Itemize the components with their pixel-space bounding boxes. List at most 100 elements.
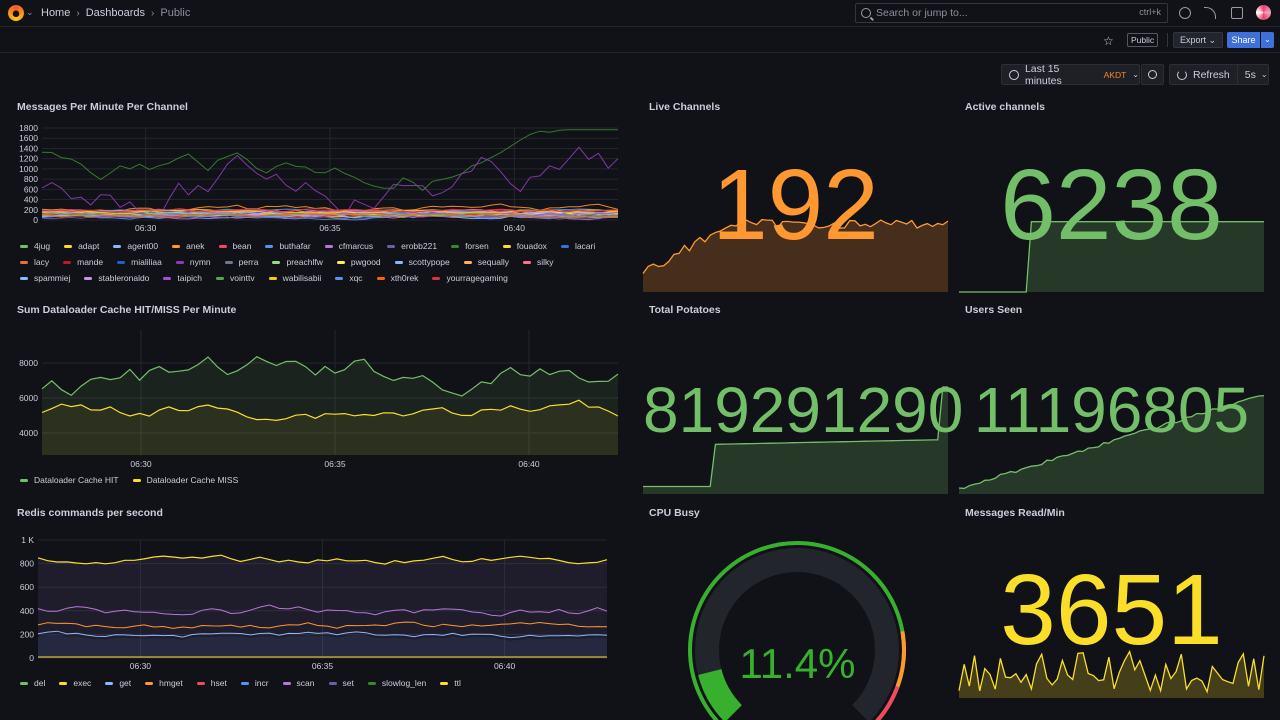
legend-item[interactable]: exec: [59, 675, 91, 691]
panel-title-redis: Redis commands per second: [17, 507, 163, 519]
legend-item[interactable]: buthafar: [265, 238, 311, 254]
legend-label: lacy: [34, 257, 50, 267]
search-input[interactable]: Search or jump to... ctrl+k: [855, 3, 1168, 23]
legend-item[interactable]: Dataloader Cache HIT: [20, 472, 119, 488]
legend-label: xqc: [349, 273, 363, 283]
chevron-down-icon: ⌄: [1264, 35, 1271, 44]
legend-label: set: [342, 678, 354, 688]
legend-swatch: [196, 682, 205, 686]
kiosk-mode-icon[interactable]: [1231, 7, 1243, 19]
legend-swatch: [335, 277, 344, 281]
legend-label: del: [34, 678, 46, 688]
breadcrumb-home[interactable]: Home: [41, 7, 71, 19]
series-line: [41, 210, 619, 217]
legend-label: hmget: [159, 678, 183, 688]
series-area: [42, 356, 618, 455]
legend-item[interactable]: hset: [196, 675, 227, 691]
stat-value-users-seen: 11196805: [973, 374, 1250, 446]
legend-swatch: [20, 479, 28, 483]
legend-item[interactable]: set: [328, 675, 354, 691]
legend-item[interactable]: ttl: [440, 675, 461, 691]
x-tick-label: 06:35: [312, 661, 334, 671]
legend-item[interactable]: incr: [240, 675, 269, 691]
legend-label: xth0rek: [390, 273, 419, 283]
export-label: Export: [1180, 35, 1207, 45]
legend-swatch: [268, 277, 277, 281]
legend-item[interactable]: wabilisabii: [268, 270, 321, 286]
news-feed-icon[interactable]: [1204, 7, 1216, 19]
legend-label: silky: [536, 257, 554, 267]
legend-item[interactable]: lacy: [20, 254, 49, 270]
legend-label: get: [119, 678, 132, 688]
refresh-label: Refresh: [1193, 68, 1230, 81]
legend-item[interactable]: del: [20, 675, 45, 691]
legend-swatch: [20, 245, 28, 249]
legend-item[interactable]: scottypope: [394, 254, 450, 270]
legend-label: adapt: [78, 241, 100, 251]
legend-item[interactable]: scan: [282, 675, 315, 691]
y-tick-label: 800: [24, 174, 38, 184]
legend-item[interactable]: nymn: [175, 254, 211, 270]
time-range-picker[interactable]: Last 15 minutes AKDT ⌄: [1001, 63, 1140, 87]
zoom-out-button[interactable]: [1141, 64, 1164, 85]
refresh-button[interactable]: Refresh 5s ⌄: [1169, 64, 1269, 85]
legend-item[interactable]: taipich: [163, 270, 202, 286]
legend-item[interactable]: Dataloader Cache MISS: [132, 472, 238, 488]
legend-item[interactable]: bean: [218, 238, 251, 254]
legend-item[interactable]: xth0rek: [376, 270, 419, 286]
panel-title-messages: Messages Per Minute Per Channel: [17, 101, 188, 113]
share-dropdown-button[interactable]: ⌄: [1261, 32, 1274, 48]
star-icon[interactable]: ☆: [1103, 34, 1114, 48]
legend-item[interactable]: xqc: [335, 270, 363, 286]
legend-swatch: [272, 261, 281, 265]
share-button[interactable]: Share: [1227, 32, 1260, 48]
y-tick-label: 600: [24, 184, 38, 194]
legend-item[interactable]: agent00: [113, 238, 158, 254]
legend-item[interactable]: mande: [63, 254, 103, 270]
legend-item[interactable]: perra: [224, 254, 258, 270]
legend-item[interactable]: forsen: [451, 238, 489, 254]
y-tick-label: 400: [24, 195, 38, 205]
refresh-interval[interactable]: 5s: [1244, 68, 1256, 81]
public-tag: Public: [1127, 33, 1159, 47]
legend-item[interactable]: erobb221: [387, 238, 437, 254]
legend-swatch: [117, 261, 126, 265]
legend-item[interactable]: pwgood: [336, 254, 381, 270]
grafana-logo-icon[interactable]: [8, 5, 24, 21]
legend-item[interactable]: stableronaldo: [84, 270, 149, 286]
avatar[interactable]: [1256, 5, 1271, 20]
series-line: [41, 213, 619, 219]
legend-item[interactable]: get: [105, 675, 131, 691]
legend-item[interactable]: mialiliaa: [117, 254, 162, 270]
legend-item[interactable]: slowlog_len: [367, 675, 426, 691]
legend-item[interactable]: anek: [172, 238, 205, 254]
legend-item[interactable]: adapt: [64, 238, 99, 254]
chevron-down-icon[interactable]: ⌄: [26, 7, 34, 17]
legend-swatch: [394, 261, 403, 265]
legend-item[interactable]: 4jug: [20, 238, 50, 254]
export-button[interactable]: Export ⌄: [1173, 32, 1224, 48]
legend-item[interactable]: vointtv: [216, 270, 255, 286]
legend-item[interactable]: lacari: [560, 238, 595, 254]
legend-item[interactable]: silky: [522, 254, 554, 270]
series-line-miss: [41, 399, 619, 422]
breadcrumb-dashboards[interactable]: Dashboards: [85, 7, 146, 19]
series-line-exec: [37, 554, 608, 565]
legend-swatch: [113, 245, 122, 249]
legend-item[interactable]: hmget: [145, 675, 183, 691]
legend-swatch: [376, 277, 385, 281]
legend-item[interactable]: yourragegaming: [432, 270, 508, 286]
series-line: [41, 213, 619, 220]
gauge-threshold-arc: [688, 541, 906, 720]
legend-item[interactable]: sequally: [463, 254, 509, 270]
legend-item[interactable]: fouadox: [502, 238, 547, 254]
series-area: [38, 555, 607, 658]
legend-item[interactable]: cfmarcus: [324, 238, 373, 254]
series-area: [42, 400, 618, 455]
legend-item[interactable]: spammiej: [20, 270, 70, 286]
legend-swatch: [324, 245, 333, 249]
legend-swatch: [175, 261, 184, 265]
legend-swatch: [216, 277, 224, 281]
help-icon[interactable]: [1179, 7, 1191, 19]
legend-item[interactable]: preachlfw: [272, 254, 323, 270]
